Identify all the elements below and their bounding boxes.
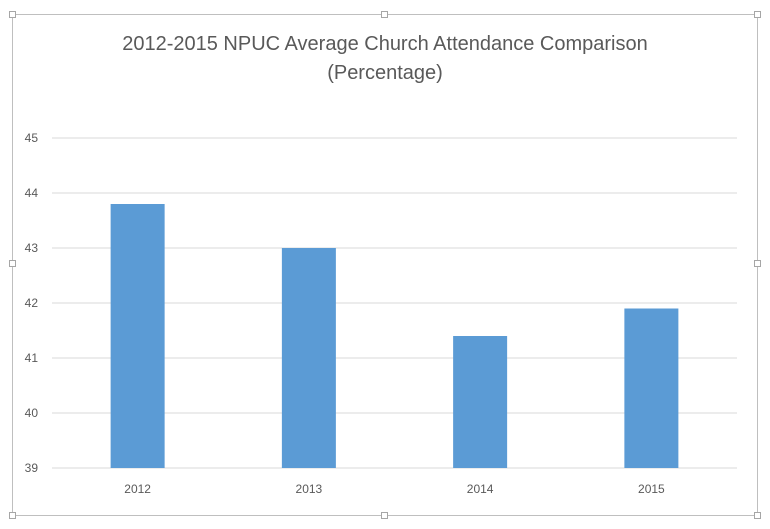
chart-title-main: 2012-2015 NPUC Average Church Attendance… xyxy=(122,33,648,55)
y-axis-tick-labels: 39 40 41 42 43 44 45 xyxy=(25,131,39,475)
resize-handle-bottom[interactable] xyxy=(381,512,388,519)
y-tick-label: 45 xyxy=(25,131,39,145)
resize-handle-top[interactable] xyxy=(381,11,388,18)
x-tick-label: 2015 xyxy=(638,482,665,496)
x-axis-tick-labels: 2012 2013 2014 2015 xyxy=(124,482,665,496)
chart-title[interactable]: 2012-2015 NPUC Average Church Attendance… xyxy=(12,30,758,88)
bar-2013[interactable] xyxy=(281,248,336,468)
y-tick-label: 44 xyxy=(25,186,39,200)
x-tick-label: 2014 xyxy=(467,482,494,496)
y-tick-label: 41 xyxy=(25,351,39,365)
x-tick-label: 2012 xyxy=(124,482,151,496)
y-tick-label: 43 xyxy=(25,241,39,255)
resize-handle-right[interactable] xyxy=(754,260,761,267)
x-tick-label: 2013 xyxy=(296,482,323,496)
resize-handle-bottom-right[interactable] xyxy=(754,512,761,519)
resize-handle-top-left[interactable] xyxy=(9,11,16,18)
y-tick-label: 40 xyxy=(25,406,39,420)
bars xyxy=(110,204,679,469)
y-tick-label: 42 xyxy=(25,296,39,310)
bar-2012[interactable] xyxy=(110,204,165,468)
resize-handle-bottom-left[interactable] xyxy=(9,512,16,519)
chart-subtitle: (Percentage) xyxy=(327,62,443,84)
resize-handle-top-right[interactable] xyxy=(754,11,761,18)
y-tick-label: 39 xyxy=(25,461,39,475)
gridlines xyxy=(52,137,737,469)
resize-handle-left[interactable] xyxy=(9,260,16,267)
bar-2014[interactable] xyxy=(453,336,508,468)
bar-2015[interactable] xyxy=(624,308,679,469)
